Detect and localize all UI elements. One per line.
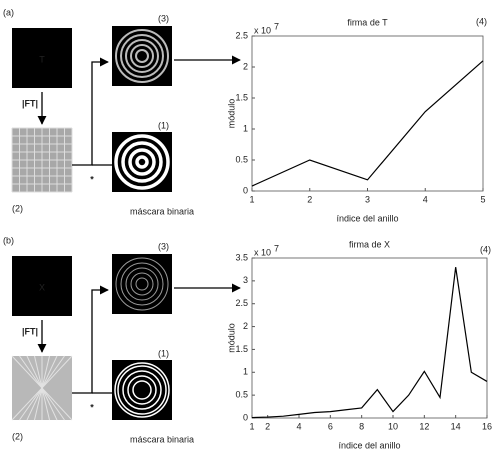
mask-caption: máscara binaria — [130, 434, 194, 444]
x-tick-label: 10 — [388, 421, 398, 431]
result-ring — [115, 29, 169, 83]
ft-pattern — [11, 355, 73, 421]
x-axis-label: índice del anillo — [336, 213, 398, 223]
ft-label: |FT| — [22, 326, 38, 336]
mask-ring — [132, 380, 152, 400]
result-ring — [125, 267, 159, 301]
y-tick-label: 2 — [243, 61, 248, 71]
y-tick-label: 0.5 — [235, 154, 248, 164]
y-tick-label: 1.5 — [235, 344, 248, 354]
result-ring — [130, 44, 154, 68]
y-scale-power: 7 — [274, 243, 279, 253]
y-tick-label: 3.5 — [235, 252, 248, 262]
y-tick-label: 0 — [243, 412, 248, 422]
x-tick-label: 1 — [249, 421, 254, 431]
result-ring — [135, 49, 149, 63]
x-tick-label: 6 — [328, 421, 333, 431]
y-tick-label: 2 — [243, 321, 248, 331]
y-axis-label: módulo — [226, 323, 236, 353]
y-tick-label: 3 — [243, 275, 248, 285]
y-tick-label: 2.5 — [235, 30, 248, 40]
result-ring — [115, 257, 169, 311]
x-tick-label: 12 — [419, 421, 429, 431]
y-tick-label: 1 — [243, 367, 248, 377]
plot-frame — [251, 257, 488, 419]
x-tick-label: 5 — [480, 194, 485, 204]
y-tick-label: 0.5 — [235, 390, 248, 400]
result-ring — [120, 262, 164, 306]
mask-ring — [117, 365, 167, 415]
ft-label: |FT| — [22, 98, 38, 108]
x-tick-label: 4 — [423, 194, 428, 204]
y-tick-label: 1 — [243, 123, 248, 133]
result-ring — [130, 272, 154, 296]
y-tick-label: 0 — [243, 185, 248, 195]
y-axis-label: módulo — [226, 99, 236, 129]
result-image — [112, 254, 172, 314]
mask-image — [112, 132, 172, 192]
result-ring — [120, 34, 164, 78]
x-tick-label: 2 — [265, 421, 270, 431]
plot-frame — [251, 35, 484, 192]
input-image — [12, 256, 72, 316]
x-tick-label: 3 — [365, 194, 370, 204]
chart-title: firma de X — [349, 239, 390, 249]
input-image — [12, 28, 72, 88]
result-ring — [125, 39, 159, 73]
mask-ring — [128, 148, 156, 176]
chart-index: (4) — [480, 244, 491, 254]
mask-index: (1) — [158, 348, 169, 358]
panel-label: (b) — [3, 235, 14, 245]
ft-index: (2) — [12, 431, 23, 441]
y-tick-label: 1.5 — [235, 92, 248, 102]
y-tick-label: 2.5 — [235, 298, 248, 308]
y-scale: x 10 — [254, 25, 271, 35]
x-tick-label: 4 — [296, 421, 301, 431]
input-letter: T — [39, 54, 45, 64]
connector — [72, 285, 109, 394]
data-line — [251, 60, 484, 187]
result-index: (3) — [158, 241, 169, 251]
x-tick-label: 8 — [359, 421, 364, 431]
mask-image — [112, 360, 172, 420]
x-tick-label: 14 — [451, 421, 461, 431]
result-ring — [135, 277, 149, 291]
x-tick-label: 16 — [482, 421, 492, 431]
mask-ring — [121, 141, 163, 183]
result-index: (3) — [158, 13, 169, 23]
chart-title: firma de T — [347, 17, 388, 27]
mask-ring — [114, 134, 170, 190]
input-letter: X — [39, 282, 45, 292]
panel-label: (a) — [3, 7, 14, 17]
mask-index: (1) — [158, 120, 169, 130]
mask-ring — [114, 362, 170, 418]
connector — [72, 57, 109, 166]
mask-ring — [135, 155, 149, 169]
y-scale: x 10 — [254, 247, 271, 257]
ft-index: (2) — [12, 203, 23, 213]
x-tick-label: 1 — [249, 194, 254, 204]
x-axis-label: índice del anillo — [338, 440, 400, 450]
data-line — [251, 267, 488, 419]
operator: * — [90, 174, 94, 184]
chart-index: (4) — [476, 16, 487, 26]
mask-ring — [127, 375, 157, 405]
mask-ring — [122, 370, 162, 410]
operator: * — [90, 402, 94, 412]
mask-caption: máscara binaria — [130, 206, 194, 216]
x-tick-label: 2 — [307, 194, 312, 204]
y-scale-power: 7 — [274, 21, 279, 31]
